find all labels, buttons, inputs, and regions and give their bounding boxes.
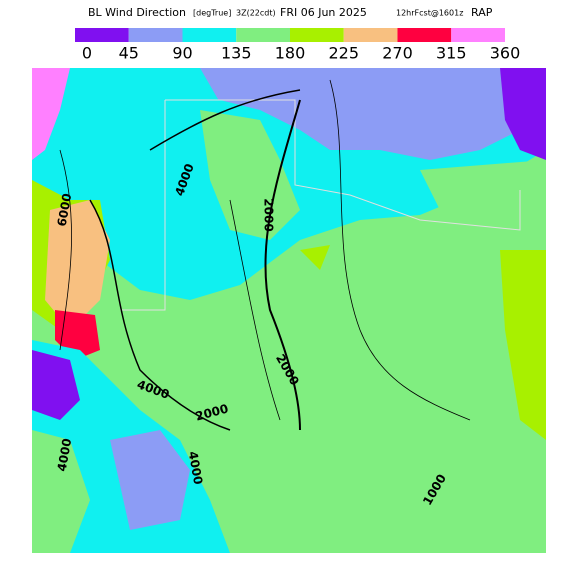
colorbar-label: 225 bbox=[328, 44, 359, 63]
colorbar-swatch bbox=[128, 28, 183, 42]
purple-sw bbox=[32, 350, 80, 420]
green-e bbox=[420, 160, 546, 250]
contour-label: 4000 bbox=[55, 437, 75, 472]
state-borders bbox=[120, 99, 521, 311]
contour-line bbox=[89, 89, 301, 431]
colorbar-label: 0 bbox=[82, 44, 92, 63]
colorbar-swatch bbox=[75, 28, 129, 42]
green-sw bbox=[32, 430, 90, 553]
colorbar-label: 180 bbox=[275, 44, 306, 63]
colorbar-label: 45 bbox=[119, 44, 139, 63]
colorbar-swatch bbox=[182, 28, 237, 42]
colorbar-label: 135 bbox=[221, 44, 252, 63]
pink-nw bbox=[32, 68, 70, 160]
colorbar-swatch bbox=[236, 28, 290, 42]
title-units: [degTrue] bbox=[193, 9, 231, 18]
title-forecast: 12hrFcst@1601z bbox=[396, 9, 463, 18]
colorbar-swatch bbox=[451, 28, 505, 42]
colorbar-label: 360 bbox=[490, 44, 521, 63]
colorbar-label: 90 bbox=[172, 44, 192, 63]
title-date: FRI 06 Jun 2025 bbox=[280, 6, 367, 19]
blue-sw bbox=[110, 430, 190, 530]
title: BL Wind Direction [degTrue] 3Z(22cdt) FR… bbox=[88, 6, 493, 19]
colorbar-swatch bbox=[343, 28, 398, 42]
colorbar-label: 270 bbox=[382, 44, 413, 63]
contour-label: 6000 bbox=[55, 192, 75, 227]
blue-region bbox=[150, 68, 546, 160]
colorbar: 0 45 90 135 180 225 270 315 360 bbox=[75, 28, 520, 63]
yellow-e bbox=[500, 250, 546, 440]
contour-line bbox=[59, 79, 471, 421]
map bbox=[32, 68, 546, 553]
colorbar-swatch bbox=[397, 28, 452, 42]
purple-ne bbox=[500, 68, 546, 160]
contour-label: 4000 bbox=[186, 450, 206, 485]
contour-labels: 6000 4000 2000 2000 4000 2000 4000 4000 … bbox=[55, 162, 449, 508]
title-name: BL Wind Direction bbox=[88, 6, 186, 19]
peach-w bbox=[45, 200, 110, 330]
cyan-west bbox=[100, 68, 250, 230]
green-band bbox=[200, 110, 300, 240]
contour-line bbox=[264, 99, 301, 431]
colorbar-swatch bbox=[290, 28, 344, 42]
title-model: RAP bbox=[471, 6, 493, 19]
colorbar-label: 315 bbox=[436, 44, 467, 63]
title-time: 3Z(22cdt) bbox=[236, 9, 276, 18]
yellow-spot bbox=[300, 245, 330, 270]
contour-label: 2000 bbox=[262, 198, 276, 231]
